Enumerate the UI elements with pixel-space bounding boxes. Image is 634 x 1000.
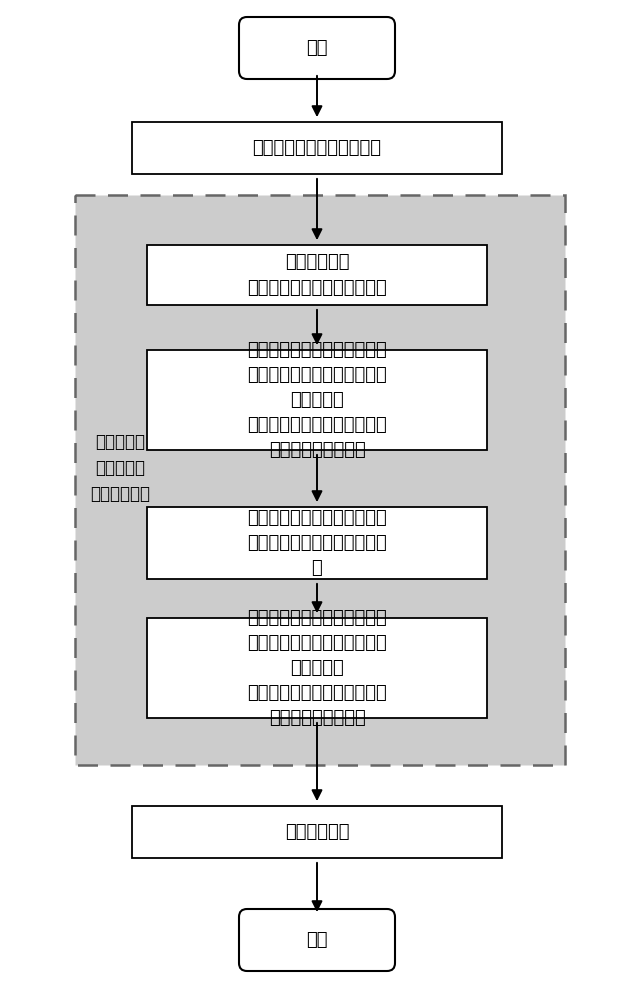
Text: 开始: 开始 bbox=[306, 39, 328, 57]
FancyBboxPatch shape bbox=[239, 909, 395, 971]
Text: 利用准双站模型计算信号延迟
时间，进而计算各脉冲接收时
刻: 利用准双站模型计算信号延迟 时间，进而计算各脉冲接收时 刻 bbox=[247, 509, 387, 577]
FancyBboxPatch shape bbox=[239, 17, 395, 79]
Text: 计算回波数据: 计算回波数据 bbox=[285, 823, 349, 841]
Text: 计算各脉冲
发射时刻和
脉冲接收时刻: 计算各脉冲 发射时刻和 脉冲接收时刻 bbox=[90, 433, 150, 503]
FancyBboxPatch shape bbox=[147, 507, 487, 579]
FancyBboxPatch shape bbox=[132, 122, 502, 174]
FancyBboxPatch shape bbox=[147, 618, 487, 718]
FancyBboxPatch shape bbox=[147, 350, 487, 450]
FancyBboxPatch shape bbox=[75, 195, 565, 765]
Text: 结束: 结束 bbox=[306, 931, 328, 949]
Text: 根据各脉冲发射时间得到天线
相位中心与各地面目标之间的
距离矢量、
天线相位中心与地面目标的视
线夹角、视线入射角: 根据各脉冲发射时间得到天线 相位中心与各地面目标之间的 距离矢量、 天线相位中心… bbox=[247, 341, 387, 459]
FancyBboxPatch shape bbox=[147, 245, 487, 305]
Text: 根据各脉冲接收时间得到天线
相位中心与各地面目标之间的
距离矢量，
天线相位中心与地面目标的视
线夹角、视线入射角: 根据各脉冲接收时间得到天线 相位中心与各地面目标之间的 距离矢量， 天线相位中心… bbox=[247, 609, 387, 727]
Text: 根据仿真开始
时刻，计算出各脉冲发射时刻: 根据仿真开始 时刻，计算出各脉冲发射时刻 bbox=[247, 253, 387, 296]
Text: 输入仿真参数及参数初始化: 输入仿真参数及参数初始化 bbox=[252, 139, 382, 157]
FancyBboxPatch shape bbox=[132, 806, 502, 858]
